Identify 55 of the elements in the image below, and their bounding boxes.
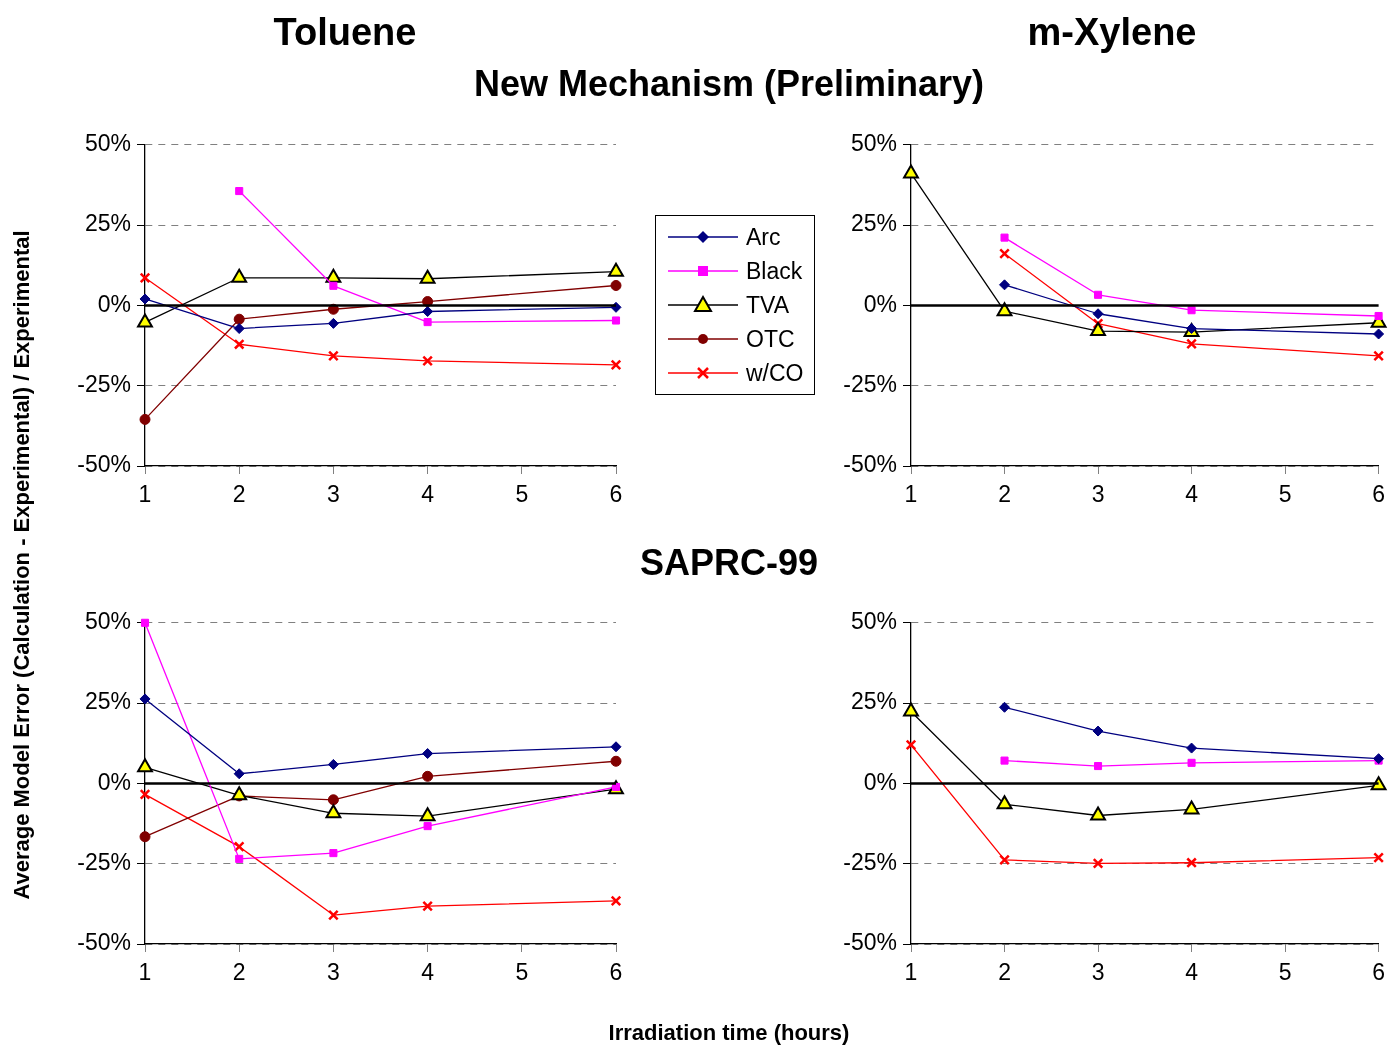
x-tick-label: 1 xyxy=(138,481,152,508)
chart-title: Toluene xyxy=(273,10,417,54)
legend-label: Arc xyxy=(746,223,781,251)
x-tick-label: 3 xyxy=(327,481,340,508)
text: SAPRC-99 xyxy=(639,542,819,584)
y-tick-label: -25% xyxy=(77,371,131,398)
y-tick-label: -50% xyxy=(843,451,897,478)
x-tick-label: 5 xyxy=(515,959,529,986)
x-tick-label: 6 xyxy=(1372,959,1385,986)
y-tick-label: -50% xyxy=(77,929,131,956)
y-tick-label: 50% xyxy=(84,608,131,635)
x-tick-label: 3 xyxy=(327,959,340,986)
y-tick-label: 50% xyxy=(84,130,131,157)
x-tick-label: 5 xyxy=(1278,481,1292,508)
y-tick-label: -50% xyxy=(843,929,897,956)
x-tick-label: 1 xyxy=(904,481,918,508)
text: New Mechanism (Preliminary) xyxy=(473,63,985,105)
x-axis-title: Irradiation time (hours) xyxy=(608,1020,850,1046)
y-tick-label: -50% xyxy=(77,451,131,478)
x-tick-label: 2 xyxy=(998,959,1011,986)
x-tick-label: 5 xyxy=(515,481,529,508)
y-tick-label: 25% xyxy=(850,688,897,715)
y-tick-label: 25% xyxy=(850,210,897,237)
y-tick-label: 50% xyxy=(850,608,897,635)
x-tick-label: 2 xyxy=(998,481,1011,508)
y-tick-label: 0% xyxy=(863,768,897,795)
x-tick-label: 6 xyxy=(609,959,623,986)
x-tick-label: 4 xyxy=(1185,481,1199,508)
x-tick-label: 3 xyxy=(1091,959,1105,986)
legend-label: TVA xyxy=(746,291,790,319)
x-tick-label: 4 xyxy=(421,959,435,986)
x-tick-label: 3 xyxy=(1091,481,1105,508)
y-tick-label: 50% xyxy=(850,130,897,157)
y-tick-label: -25% xyxy=(77,849,131,876)
y-tick-label: 25% xyxy=(84,210,131,237)
chart-title: m-Xylene xyxy=(1027,10,1197,54)
y-tick-label: 0% xyxy=(97,290,131,317)
y-tick-label: 25% xyxy=(84,688,131,715)
x-tick-label: 1 xyxy=(904,959,918,986)
legend-label: OTC xyxy=(746,325,795,353)
x-tick-label: 4 xyxy=(421,481,435,508)
x-tick-label: 5 xyxy=(1278,959,1292,986)
x-tick-label: 2 xyxy=(232,481,246,508)
x-tick-label: 6 xyxy=(609,481,623,508)
x-tick-label: 4 xyxy=(1185,959,1199,986)
x-tick-label: 2 xyxy=(232,959,246,986)
x-tick-label: 6 xyxy=(1372,481,1385,508)
legend-label: w/CO xyxy=(746,359,804,387)
legend-label: Black xyxy=(746,257,803,285)
y-tick-label: -25% xyxy=(843,371,897,398)
y-tick-label: 0% xyxy=(863,290,897,317)
y-tick-label: 0% xyxy=(97,768,131,795)
y-tick-label: -25% xyxy=(843,849,897,876)
y-axis-title: Average Model Error (Calculation - Experimental) / Experimental xyxy=(9,230,35,900)
x-tick-label: 1 xyxy=(138,959,152,986)
